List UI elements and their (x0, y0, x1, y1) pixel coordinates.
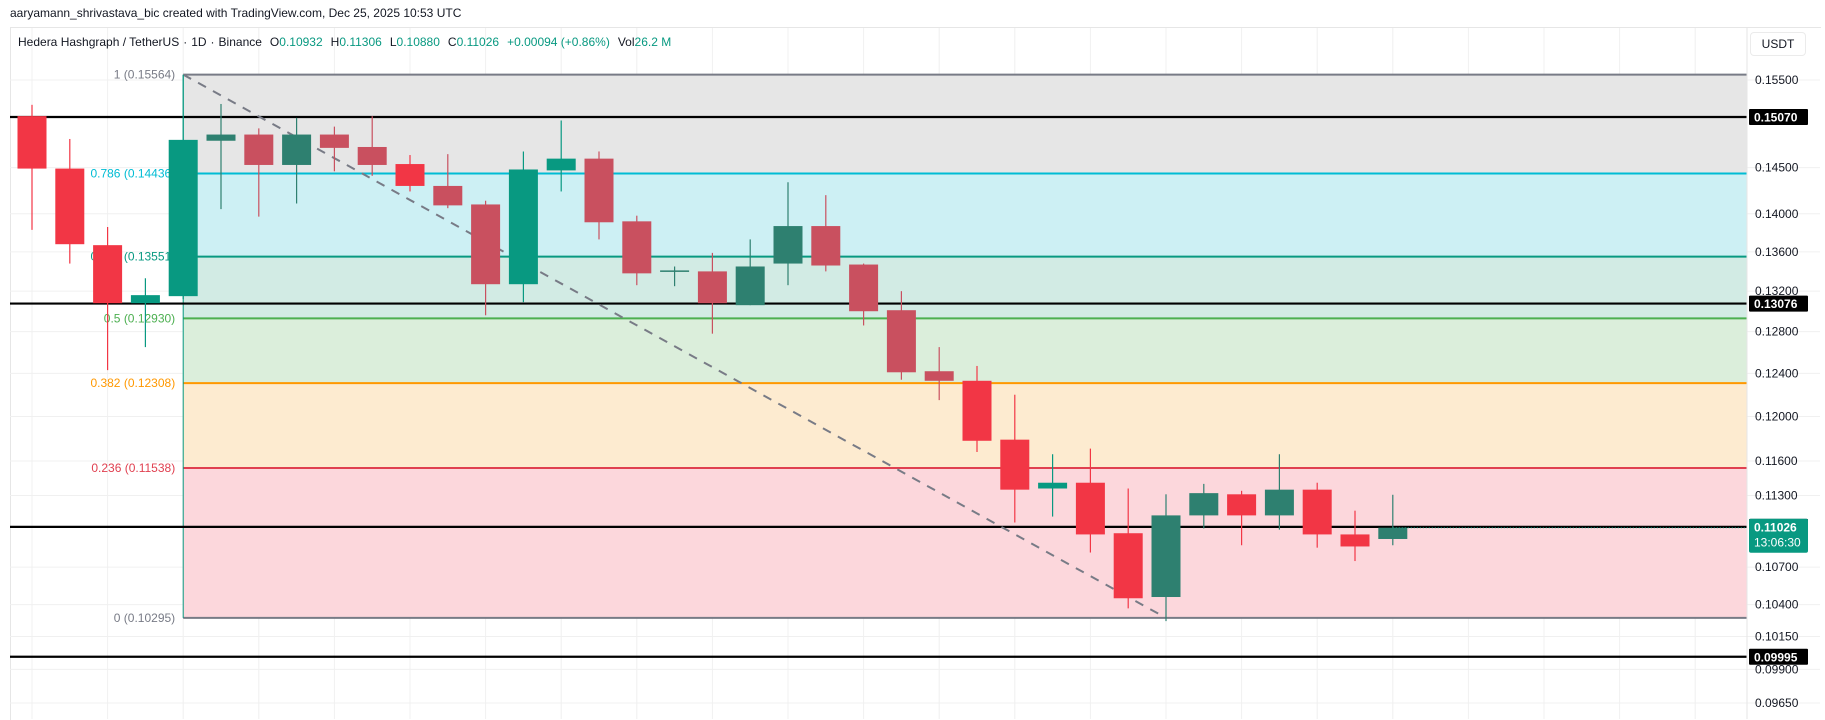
close-value: 0.11026 (456, 35, 500, 49)
axis-tick-label: 0.12800 (1755, 325, 1799, 339)
axis-tick-label: 0.14500 (1755, 161, 1799, 175)
candle[interactable] (849, 263, 879, 326)
candle[interactable] (395, 155, 425, 192)
axis-tick-label: 0.13200 (1755, 284, 1799, 298)
axis-tick-label: 0.09900 (1755, 662, 1799, 676)
separator: · (183, 35, 188, 49)
candle[interactable] (55, 138, 85, 264)
price-tag-label: 0.09995 (1754, 650, 1798, 664)
trend-line[interactable] (182, 73, 1167, 619)
axis-tick-label: 0.11300 (1755, 488, 1798, 502)
candle[interactable] (357, 116, 387, 176)
volume-value: 26.2 M (634, 35, 672, 49)
last-price-tag (1749, 518, 1808, 553)
high-label: H (330, 35, 340, 49)
axis-tick-label: 0.10150 (1755, 630, 1799, 644)
candle[interactable] (924, 347, 954, 401)
fib-retracement[interactable]: 1 (0.15564)0.786 (0.14436)0.618 (0.13551… (90, 68, 1748, 625)
candle[interactable] (282, 117, 312, 204)
candle[interactable] (1075, 448, 1105, 553)
low-label: L (389, 35, 397, 49)
separator: · (210, 35, 215, 49)
price-tag-label: 0.15070 (1754, 110, 1798, 124)
last-price-label: 0.11026 (1754, 521, 1797, 535)
candle[interactable] (1378, 494, 1408, 546)
axis-tick-label: 0.10400 (1755, 598, 1799, 612)
high-value: 0.11306 (339, 35, 382, 49)
candle[interactable] (1302, 482, 1332, 548)
candle[interactable] (886, 291, 916, 380)
fib-level-label: 0.786 (0.14436) (90, 166, 175, 180)
candle[interactable] (433, 154, 463, 209)
countdown-label: 13:06:30 (1754, 536, 1801, 550)
fib-level-label: 0.236 (0.11538) (91, 461, 175, 475)
candle[interactable] (546, 120, 576, 192)
candle[interactable] (735, 239, 765, 306)
candle[interactable] (811, 195, 841, 272)
change-value: +0.00094 (+0.86%) (507, 35, 610, 49)
axis-tick-label: 0.13600 (1755, 245, 1799, 259)
candle[interactable] (206, 103, 236, 210)
candle[interactable] (130, 278, 160, 348)
symbol-name[interactable]: Hedera Hashgraph / TetherUS (18, 35, 180, 49)
interval[interactable]: 1D (191, 35, 207, 49)
axis-tick-label: 0.12000 (1755, 409, 1799, 423)
candle[interactable] (660, 266, 690, 287)
low-value: 0.10880 (396, 35, 440, 49)
exchange: Binance (218, 35, 262, 49)
candle[interactable] (773, 182, 803, 286)
candle[interactable] (1340, 510, 1370, 562)
candle[interactable] (471, 200, 501, 316)
candle[interactable] (168, 74, 198, 300)
symbol-legend: Hedera Hashgraph / TetherUS · 1D · Binan… (18, 35, 671, 49)
candle[interactable] (1000, 394, 1030, 523)
candle[interactable] (584, 151, 614, 240)
volume-label: Vol (617, 35, 635, 49)
fib-level-label: 1 (0.15564) (114, 68, 175, 82)
price-tag (1749, 295, 1808, 312)
candle[interactable] (1113, 488, 1143, 609)
price-tag (1749, 108, 1808, 125)
axis-tick-label: 0.09650 (1755, 696, 1799, 710)
candle[interactable] (93, 227, 123, 371)
candles (17, 74, 1408, 622)
axis-tick-label: 0.12400 (1755, 366, 1799, 380)
candle[interactable] (319, 126, 349, 172)
candle[interactable] (1151, 494, 1181, 622)
price-tag (1749, 648, 1808, 665)
candle[interactable] (508, 151, 538, 303)
candle[interactable] (1264, 454, 1294, 530)
axis-tick-label: 0.14000 (1755, 207, 1799, 221)
fib-level-label: 0.382 (0.12308) (90, 376, 175, 390)
axis-tick-label: 0.10700 (1755, 560, 1799, 574)
candle[interactable] (1227, 490, 1257, 546)
candle[interactable] (17, 104, 47, 230)
candle[interactable] (697, 252, 727, 334)
price-tag-label: 0.13076 (1754, 297, 1798, 311)
close-label: C (447, 35, 457, 49)
candle[interactable] (962, 365, 992, 452)
axis-tick-label: 0.15500 (1755, 73, 1799, 87)
candle[interactable] (1038, 454, 1068, 517)
fib-level-label: 0.5 (0.12930) (104, 311, 175, 325)
chart-credit: aaryamann_shrivastava_bic created with T… (10, 6, 462, 20)
price-axis[interactable]: 0.15500 0.14500 0.14000 0.13600 0.13200 0.128… (1746, 28, 1808, 719)
candle[interactable] (244, 128, 274, 217)
open-value: 0.10932 (279, 35, 323, 49)
candle[interactable] (1189, 483, 1219, 529)
fib-level-label: 0 (0.10295) (114, 611, 175, 625)
open-label: O (269, 35, 280, 49)
candle[interactable] (622, 215, 652, 286)
currency-button[interactable]: USDT (1750, 32, 1806, 56)
axis-tick-label: 0.11600 (1755, 454, 1798, 468)
